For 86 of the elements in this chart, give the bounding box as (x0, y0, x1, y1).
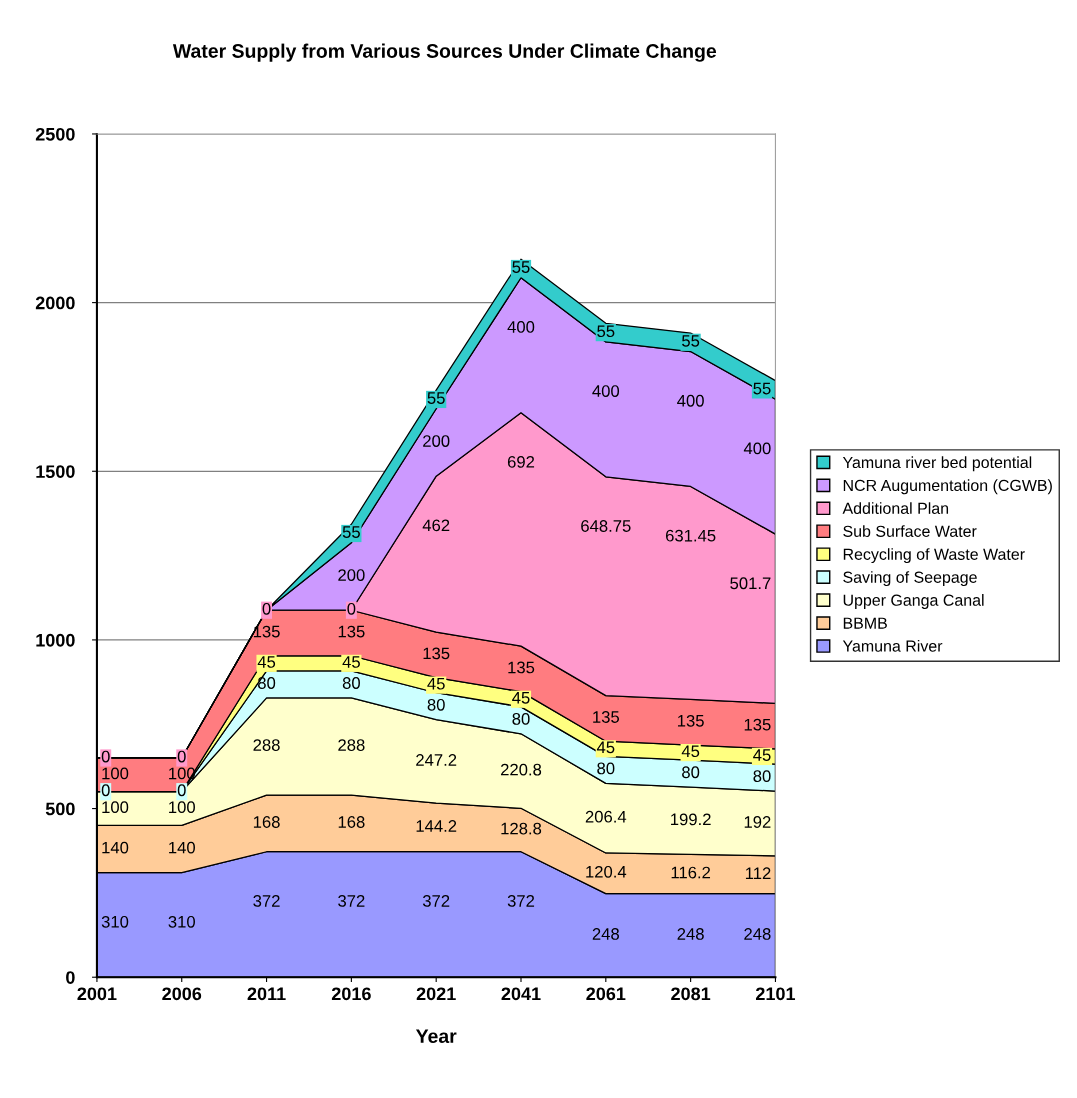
data-label: 140 (102, 841, 129, 854)
y-tick-label: 2000 (35, 296, 75, 310)
data-label: 168 (338, 816, 365, 828)
y-tick-label: 1500 (36, 465, 75, 478)
data-label: 631.45 (665, 529, 716, 542)
data-label: 80 (258, 677, 276, 689)
data-label: 140 (169, 841, 195, 854)
legend-label: Upper Ganga Canal (843, 594, 984, 609)
data-label: 192 (744, 816, 771, 828)
data-label: 400 (743, 442, 771, 455)
data-label: 135 (593, 711, 620, 723)
data-label: 100 (102, 767, 129, 780)
legend-label: Recycling of Waste Water (843, 548, 1025, 564)
data-label: 45 (512, 692, 530, 704)
data-label: 200 (423, 435, 450, 447)
data-label: 135 (423, 647, 450, 660)
data-label: 168 (253, 816, 280, 828)
y-tick-label: 0 (66, 971, 75, 984)
data-label: 45 (681, 745, 700, 758)
legend-label: Saving of Seepage (843, 571, 977, 587)
data-label: 0 (347, 602, 356, 615)
x-tick-label: 2061 (586, 987, 626, 1001)
x-tick-label: 2101 (755, 987, 796, 1001)
data-label: 135 (677, 714, 704, 727)
data-label: 80 (597, 762, 615, 775)
data-label: 199.2 (671, 813, 711, 826)
data-label: 0 (101, 784, 110, 797)
data-label: 648.75 (581, 520, 631, 532)
data-label: 45 (596, 741, 615, 754)
data-label: 55 (753, 382, 771, 395)
data-label: 55 (682, 335, 700, 347)
data-label: 45 (342, 656, 360, 668)
x-tick-label: 2041 (501, 987, 541, 1001)
x-tick-label: 2021 (416, 987, 456, 1001)
x-tick-label: 2006 (162, 987, 202, 1001)
x-tick-label: 2016 (331, 987, 371, 1001)
data-label: 55 (342, 526, 360, 538)
y-tick-label: 500 (45, 802, 75, 816)
x-tick-label: 2081 (671, 987, 711, 1001)
data-label: 0 (262, 602, 271, 615)
data-label: 135 (508, 661, 535, 674)
data-label: 135 (338, 625, 365, 638)
data-label: 80 (512, 713, 530, 725)
data-label: 55 (427, 392, 445, 404)
chart-title: Water Supply from Various Sources Under Climate Change (172, 43, 717, 62)
data-label: 400 (677, 394, 704, 407)
data-label: 501.7 (730, 577, 771, 590)
legend-label: Additional Plan (842, 502, 949, 514)
data-label: 0 (177, 750, 186, 763)
data-label: 55 (597, 325, 615, 338)
data-label: 128.8 (501, 822, 542, 835)
data-label: 400 (592, 385, 620, 397)
data-label: 80 (753, 770, 771, 783)
data-label: 135 (253, 625, 280, 638)
data-label: 45 (427, 677, 445, 690)
y-tick-label: 1000 (36, 633, 75, 647)
data-label: 0 (177, 784, 186, 797)
data-label: 80 (427, 698, 445, 711)
data-label: 200 (338, 569, 365, 581)
data-label: 100 (102, 801, 129, 814)
data-label: 144.2 (416, 820, 457, 832)
data-label: 135 (744, 718, 771, 731)
data-label: 247.2 (416, 754, 457, 766)
data-label: 100 (169, 801, 195, 814)
legend-label: Sub Surface Water (843, 525, 977, 537)
x-tick-label: 2011 (247, 987, 286, 1001)
data-label: 400 (507, 321, 535, 333)
data-label: 288 (253, 739, 280, 751)
legend-label: NCR Augumentation (CGWB) (843, 479, 1052, 495)
data-label: 288 (338, 739, 365, 751)
data-label: 45 (753, 749, 771, 761)
legend-label: BBMB (843, 617, 887, 629)
data-label: 462 (422, 519, 450, 532)
data-label: 80 (682, 766, 700, 779)
data-label: 45 (257, 656, 276, 668)
x-tick-label: 2001 (77, 987, 117, 1001)
data-label: 0 (101, 750, 110, 763)
data-label: 55 (512, 261, 530, 273)
x-axis-title: Year (415, 1029, 457, 1044)
data-label: 692 (507, 455, 535, 468)
legend-label: Yamuna river bed potential (842, 456, 1032, 472)
data-label: 206.4 (585, 810, 627, 823)
data-label: 220.8 (500, 763, 542, 776)
data-label: 80 (342, 677, 360, 689)
y-tick-label: 2500 (35, 127, 75, 141)
legend-label: Yamuna River (842, 640, 943, 652)
